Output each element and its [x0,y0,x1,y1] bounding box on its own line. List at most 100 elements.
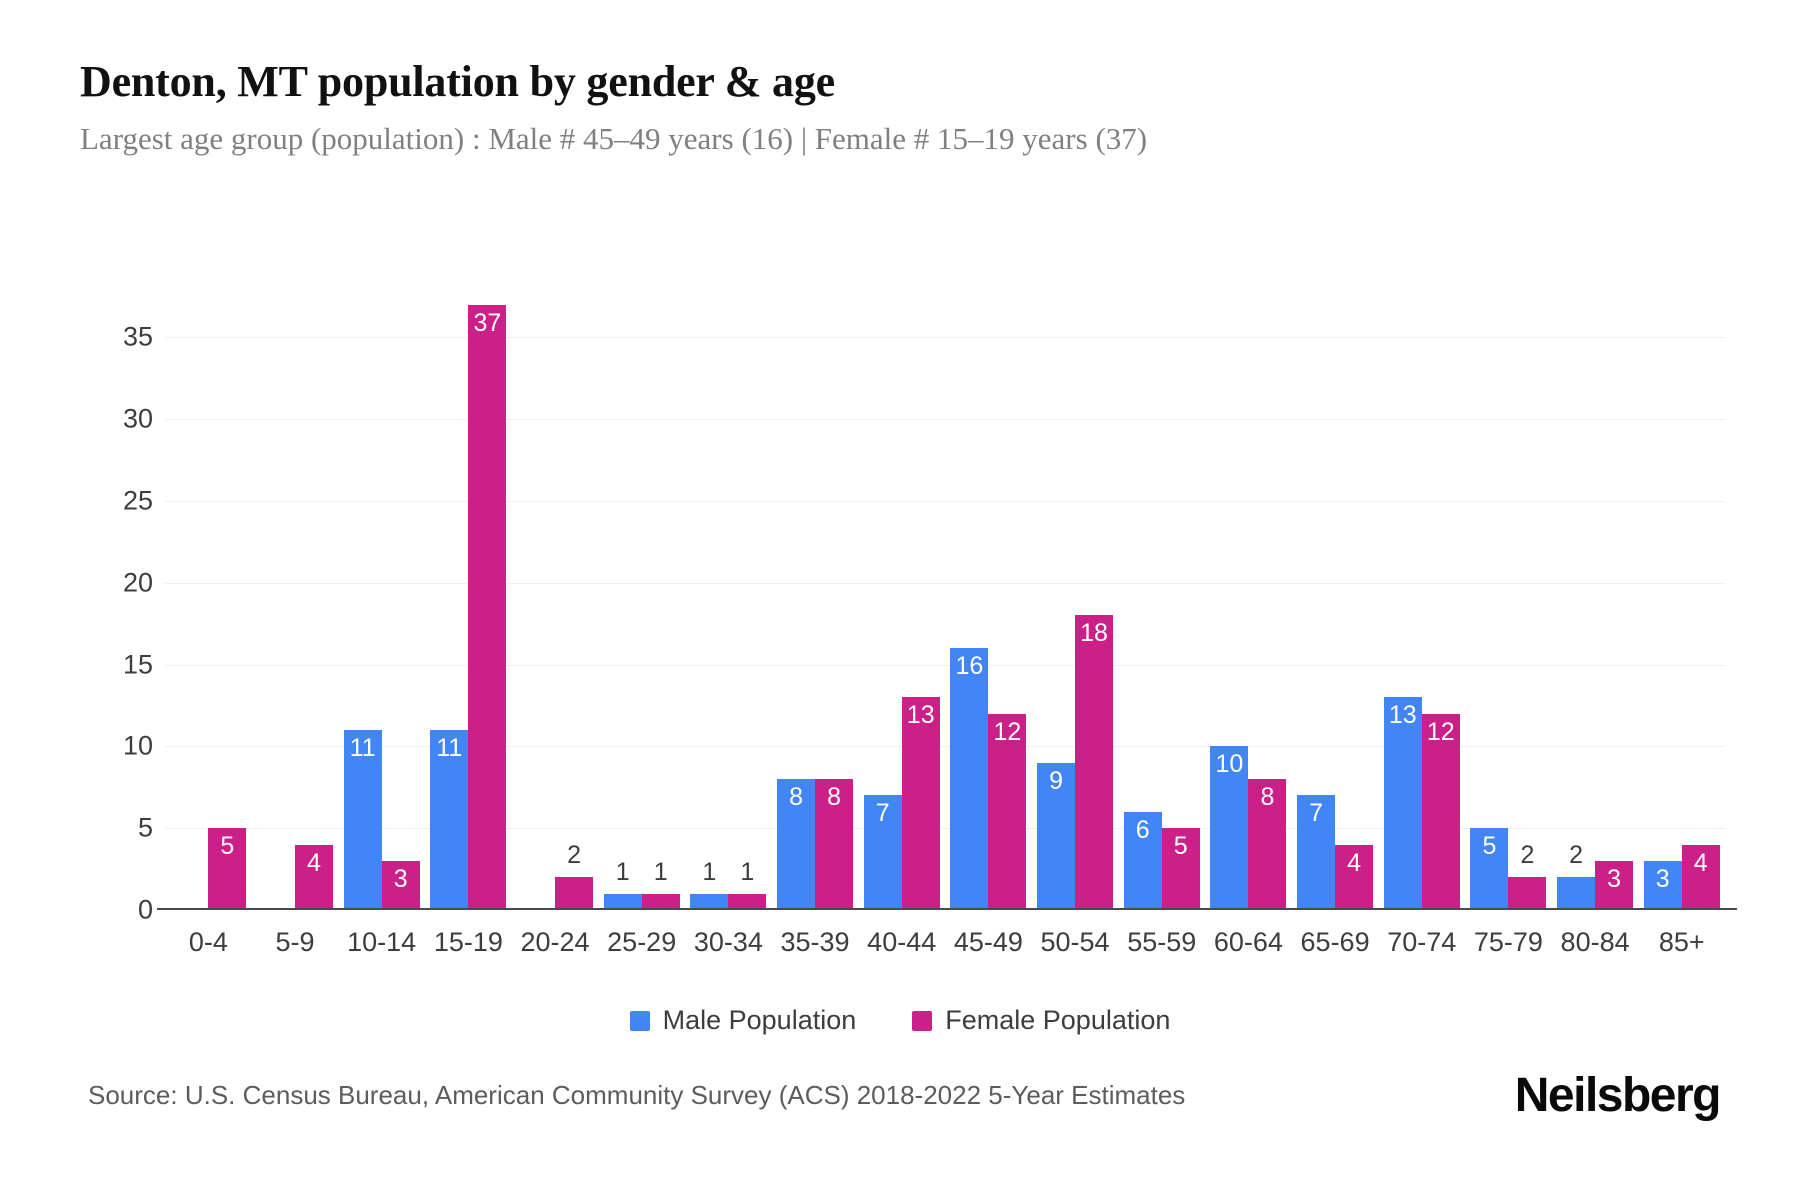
bar-male[interactable]: 2 [1557,843,1596,910]
y-axis-tick-label: 0 [137,894,153,925]
y-axis-tick-label: 10 [122,730,153,761]
bar-male[interactable]: 13 [1383,697,1422,910]
bar-value-label: 3 [1607,864,1622,893]
bar-value-label: 5 [1173,832,1188,861]
x-axis-tick-label: 5-9 [275,927,315,957]
bar-male[interactable]: 1 [690,859,729,910]
bar-value-label: 5 [1482,832,1497,861]
bar-female[interactable]: 18 [1075,615,1114,910]
y-axis-tick-label: 25 [122,485,153,516]
bar-female[interactable]: 5 [1161,828,1200,910]
bar-value-label: 8 [827,783,841,812]
bar-value-label: 7 [875,799,890,828]
bar-group: 7 13 40-44 [858,280,945,957]
page-subtitle: Largest age group (population) : Male # … [80,121,1148,156]
bar-female[interactable]: 8 [1248,779,1287,910]
bar-female[interactable]: 2 [1508,843,1547,910]
bar-value-label: 2 [1569,841,1584,870]
x-axis-tick-label: 50-54 [1040,927,1110,957]
bar-group: 9 18 50-54 [1032,280,1119,957]
gridline [165,664,1725,666]
bar-value-label: 7 [1309,799,1324,828]
bar-female[interactable]: 12 [1421,713,1460,910]
bar-value-label: 5 [220,832,235,861]
bar-male[interactable]: 6 [1123,811,1162,910]
gridline [165,746,1725,748]
x-axis-tick-label: 75-79 [1473,927,1543,957]
bar-value-label: 6 [1135,815,1150,844]
bar-female[interactable]: 5 [208,828,247,910]
bar-value-label: 13 [906,701,935,730]
bar-male[interactable]: 10 [1210,746,1249,910]
bar-male[interactable]: 7 [863,795,902,910]
bar-group: 16 12 45-49 [945,280,1032,957]
bar-female[interactable]: 4 [1681,844,1720,910]
page-title: Denton, MT population by gender & age [80,57,835,106]
bar-value-label: 10 [1215,750,1244,779]
bar-group: 1 1 30-34 [685,280,772,957]
legend-item[interactable]: Male Population [629,1005,856,1036]
bar-female[interactable]: 2 [555,843,594,910]
bar-value-label: 4 [1693,848,1708,877]
x-axis-line [157,908,1737,910]
gridline [165,337,1725,339]
x-axis-tick-label: 65-69 [1300,927,1370,957]
bar-male[interactable]: 1 [603,859,642,910]
bar-female[interactable]: 3 [1595,860,1634,910]
y-axis-tick-label: 15 [122,649,153,680]
x-axis-tick-label: 25-29 [607,927,677,957]
bar-group: 2 3 80-84 [1552,280,1639,957]
y-axis-tick-label: 20 [122,567,153,598]
bar-male[interactable]: 11 [343,730,382,910]
bar-female[interactable]: 37 [468,304,507,910]
bar-group: 8 8 35-39 [772,280,859,957]
bar-male[interactable]: 16 [950,648,989,910]
bar-male[interactable]: 9 [1037,762,1076,910]
legend-swatch-icon [912,1010,933,1031]
bar-female[interactable]: 1 [728,859,767,910]
bar-value-label: 1 [653,857,668,886]
bar-group: 5 2 75-79 [1465,280,1552,957]
x-axis-tick-label: 40-44 [867,927,937,957]
source-note: Source: U.S. Census Bureau, American Com… [88,1080,1186,1110]
y-axis-tick-label: 30 [122,403,153,434]
bar-male[interactable]: 11 [430,730,469,910]
bar-female[interactable]: 3 [381,860,420,910]
bar-value-label: 12 [993,717,1022,746]
bar-male[interactable]: 5 [1470,828,1509,910]
bar-value-label: 12 [1426,717,1455,746]
bar-female[interactable]: 4 [1335,844,1374,910]
bar-female[interactable]: 12 [988,713,1027,910]
y-axis-tick-label: 35 [122,321,153,352]
bar-male[interactable]: 8 [777,779,816,910]
x-axis-tick-label: 15-19 [433,927,503,957]
bar-female[interactable]: 13 [901,697,940,910]
x-axis-tick-label: 0-4 [188,927,228,957]
bar-value-label: 1 [615,857,630,886]
legend-item[interactable]: Female Population [912,1005,1170,1036]
bar-male[interactable]: 3 [1643,860,1682,910]
x-axis-tick-label: 55-59 [1127,927,1197,957]
gridline [165,419,1725,421]
bar-value-label: 2 [567,841,581,870]
bar-group: 5 0-4 [165,280,252,957]
bar-group: 1 1 25-29 [598,280,685,957]
gridline [165,582,1725,584]
x-axis-tick-label: 60-64 [1213,927,1283,957]
bar-value-label: 11 [436,734,463,762]
bar-value-label: 16 [955,652,984,681]
bar-female[interactable]: 8 [815,779,854,910]
bar-value-label: 9 [1049,766,1063,795]
x-axis-tick-label: 45-49 [953,927,1023,957]
bar-female[interactable]: 1 [641,859,680,910]
bar-group: 10 8 60-64 [1205,280,1292,957]
bar-value-label: 13 [1388,701,1417,730]
x-axis-tick-label: 80-84 [1560,927,1630,957]
bar-value-label: 4 [307,848,321,877]
bar-male[interactable]: 7 [1297,795,1336,910]
x-axis-tick-label: 35-39 [780,927,850,957]
bar-group: 4 5-9 [252,280,339,957]
bar-female[interactable]: 4 [295,844,333,910]
bar-group: 2 20-24 [512,280,599,957]
bar-value-label: 8 [789,783,803,812]
